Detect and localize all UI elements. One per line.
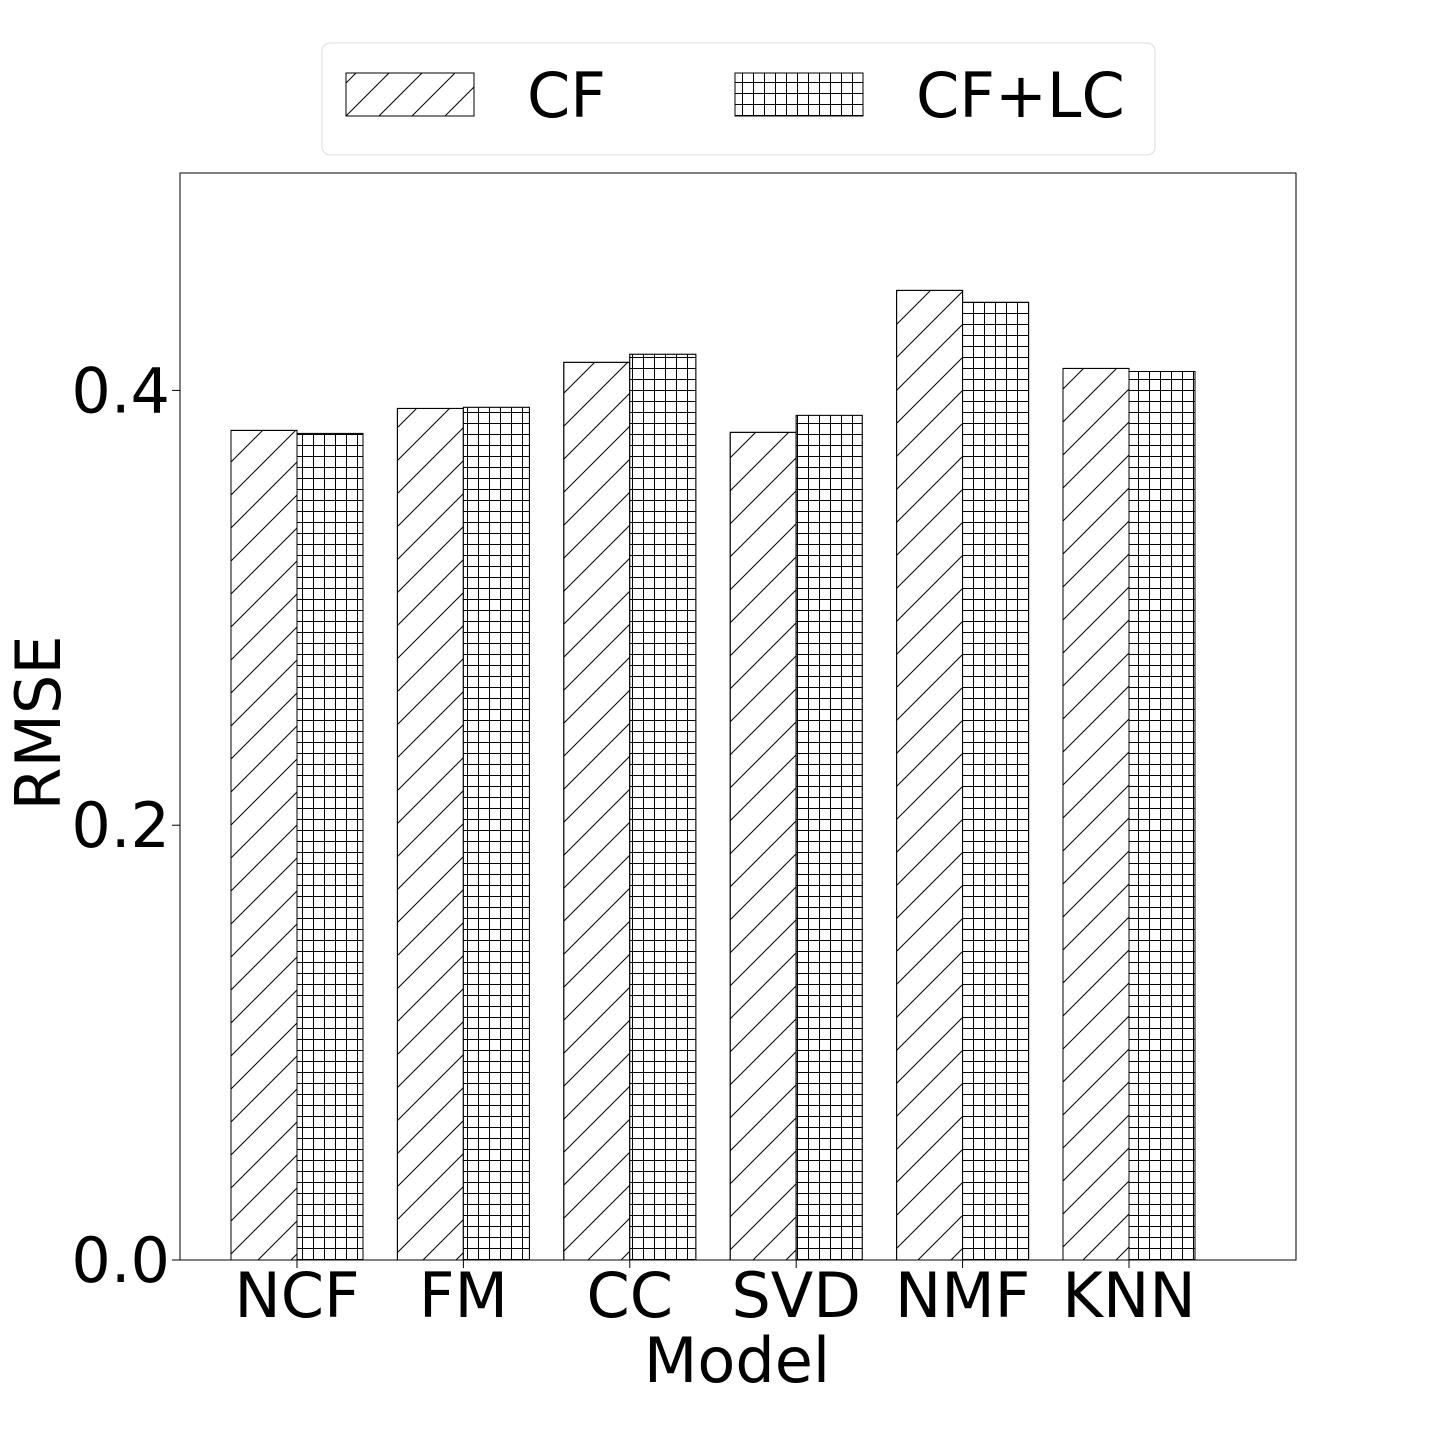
legend-label: CF: [527, 59, 606, 132]
legend-swatch-hatch: [734, 72, 864, 117]
y-axis-label: RMSE: [2, 635, 75, 810]
bar-hatch: [230, 429, 298, 1261]
y-tick-label: 0.4: [71, 354, 170, 427]
x-tick-label: KNN: [1062, 1259, 1195, 1332]
bar-hatch: [1062, 367, 1130, 1261]
bar-hatch: [1128, 370, 1196, 1261]
x-tick-label: FM: [419, 1259, 508, 1332]
x-tick-label: NCF: [234, 1259, 359, 1332]
legend-label: CF+LC: [916, 59, 1125, 132]
y-tick-label: 0.2: [71, 789, 170, 862]
bar-hatch: [629, 353, 697, 1261]
bar-hatch: [296, 432, 364, 1261]
x-axis-label: Model: [644, 1324, 830, 1397]
bar-hatch: [396, 407, 464, 1261]
bar-hatch: [896, 289, 964, 1261]
x-tick-label: SVD: [731, 1259, 861, 1332]
bar-hatch: [962, 301, 1030, 1261]
bar-hatch: [729, 431, 797, 1261]
x-tick-label: NMF: [895, 1259, 1031, 1332]
y-tick-label: 0.0: [71, 1224, 170, 1297]
legend-swatch-hatch: [345, 72, 475, 117]
bar-hatch: [795, 414, 863, 1261]
x-tick-label: CC: [587, 1259, 674, 1332]
bar-hatch: [462, 406, 530, 1261]
bar-hatch: [563, 361, 631, 1261]
